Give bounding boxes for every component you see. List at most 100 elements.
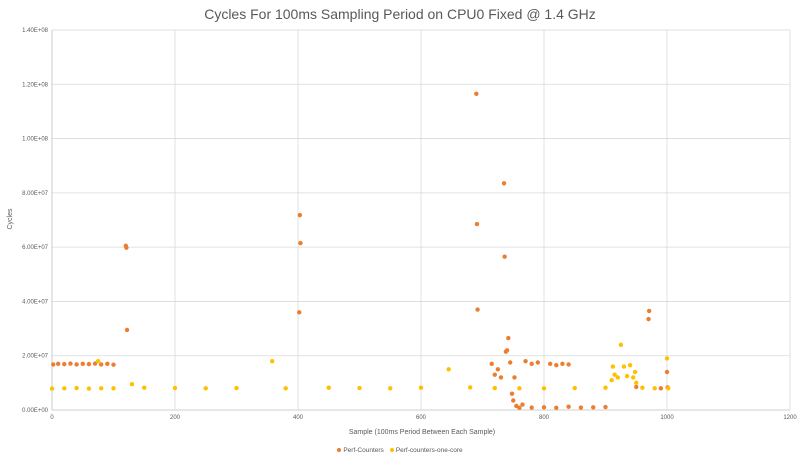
data-point-series-1 [111,362,116,367]
x-tick-label: 1000 [660,415,674,421]
legend-label: Perf-Counters [343,447,384,454]
data-point-series-2 [652,386,657,391]
data-point-series-2 [388,386,393,391]
data-point-series-1 [74,362,79,367]
data-point-series-1 [566,362,571,367]
data-point-series-1 [523,358,528,364]
data-point-series-1 [62,361,67,367]
legend-swatch [337,448,342,453]
data-point-series-1 [554,363,559,368]
data-point-series-1 [298,240,303,246]
data-point-series-2 [612,372,617,377]
data-point-series-1 [517,405,522,411]
data-point-series-1 [646,308,652,314]
y-tick-label: 1.20E+08 [22,82,49,88]
data-point-series-2 [269,358,275,364]
data-point-series-2 [634,380,639,386]
data-point-series-1 [502,254,507,259]
data-point-series-1 [68,361,73,366]
data-point-series-1 [603,404,608,410]
data-point-series-1 [578,405,584,410]
legend-item-1: Perf-Counters [337,447,384,454]
data-point-series-2 [86,386,92,391]
data-point-series-2 [468,385,473,390]
data-point-series-2 [492,385,497,391]
data-point-series-1 [664,369,670,375]
y-tick-label: 4.00E+07 [22,299,49,305]
data-point-series-1 [80,361,85,367]
data-point-series-2 [666,386,671,391]
legend-item-2: Perf-counters-one-core [389,447,463,454]
data-point-series-1 [634,384,639,390]
data-point-series-1 [504,348,510,353]
data-point-series-2 [615,375,620,380]
data-point-series-1 [297,310,302,315]
data-point-series-1 [501,181,507,186]
data-point-series-1 [658,386,664,391]
y-tick-label: 1.40E+08 [22,28,49,34]
data-point-series-1 [520,402,525,407]
data-point-series-2 [203,386,208,391]
data-point-series-1 [86,361,92,367]
data-point-series-2 [172,385,178,391]
data-point-series-1 [92,361,98,366]
data-point-series-2 [99,386,104,391]
data-point-series-1 [541,405,547,410]
data-point-series-1 [124,245,129,250]
data-point-series-1 [511,398,516,403]
data-point-series-1 [297,212,303,218]
data-point-series-1 [529,405,534,410]
data-point-series-1 [529,361,534,367]
data-point-series-1 [547,361,553,367]
data-point-series-2 [632,369,638,375]
data-point-series-2 [624,373,630,379]
data-point-series-2 [517,386,522,391]
data-point-series-1 [498,375,504,380]
data-point-series-1 [646,316,651,322]
data-point-series-1 [506,335,511,341]
data-point-series-2 [618,342,624,348]
data-point-series-2 [234,385,239,391]
y-tick-label: 0.00E+00 [22,408,49,414]
data-point-series-2 [664,356,670,361]
data-point-series-1 [492,372,497,377]
data-point-series-2 [95,358,101,364]
data-point-series-2 [418,385,424,390]
data-point-series-2 [111,386,116,391]
x-tick-label: 200 [170,415,181,421]
data-point-series-1 [495,367,501,372]
legend: Perf-Counters Perf-counters-one-core [0,447,800,454]
data-point-series-1 [507,360,513,365]
data-point-series-2 [610,364,616,369]
y-tick-label: 2.00E+07 [22,354,49,360]
x-tick-label: 1200 [783,415,797,421]
y-tick-label: 8.00E+07 [22,191,49,197]
data-point-series-1 [55,361,61,367]
data-point-series-1 [560,361,565,367]
data-point-series-2 [630,375,636,380]
data-point-series-2 [640,385,645,390]
data-point-series-2 [142,385,147,390]
data-point-series-2 [609,377,614,383]
chart-title: Cycles For 100ms Sampling Period on CPU0… [204,6,596,22]
data-point-series-1 [591,405,596,410]
legend-label: Perf-counters-one-core [395,447,463,454]
data-point-series-2 [541,386,547,391]
legend-swatch [389,448,394,453]
x-tick-label: 600 [416,415,427,421]
data-point-series-1 [99,362,104,367]
data-point-series-1 [124,327,130,333]
data-point-series-2 [49,386,55,391]
data-point-series-2 [129,382,135,387]
data-point-series-2 [572,385,577,391]
y-axis-title: Cycles [7,208,14,230]
data-point-series-2 [283,386,288,391]
data-point-series-1 [51,362,56,367]
data-point-series-1 [554,405,559,411]
data-point-series-2 [326,385,331,390]
data-point-series-1 [474,91,479,96]
data-point-series-1 [489,361,494,367]
data-point-series-1 [566,404,571,409]
x-axis-title: Sample (100ms Period Between Each Sample… [349,429,495,436]
